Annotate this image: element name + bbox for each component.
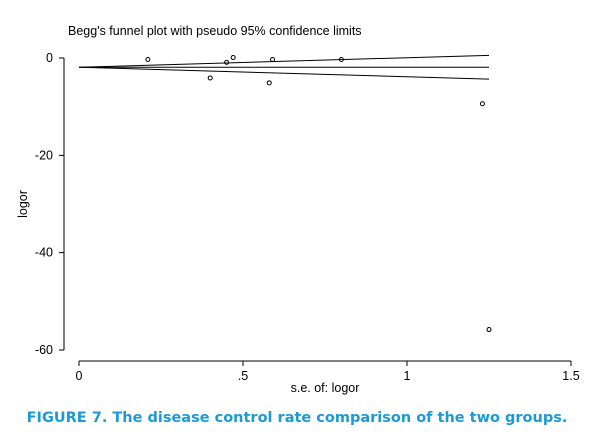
- study-point: [145, 56, 151, 62]
- funnel-plot: Begg's funnel plot with pseudo 95% confi…: [16, 24, 580, 395]
- x-tick-label: 0: [76, 369, 83, 383]
- lower-confidence-limit-line: [78, 66, 490, 80]
- y-tick-label: -60: [35, 343, 53, 357]
- y-tick-label: -20: [35, 148, 53, 162]
- study-point: [338, 56, 344, 62]
- study-point: [266, 80, 272, 86]
- x-tick-label: .5: [238, 369, 248, 383]
- x-axis-label: s.e. of: logor: [291, 381, 360, 395]
- x-tick-label: 1.5: [562, 369, 579, 383]
- y-tick-label: 0: [46, 51, 53, 65]
- chart-title: Begg's funnel plot with pseudo 95% confi…: [68, 24, 362, 38]
- study-point: [479, 101, 485, 107]
- figure-caption: FIGURE 7. The disease control rate compa…: [26, 410, 568, 426]
- plot-axes: 0 -20 -40 -60 0 .5 1 1.5: [35, 51, 580, 383]
- upper-confidence-limit-line: [78, 54, 490, 68]
- study-point: [270, 56, 276, 62]
- study-point: [207, 75, 213, 81]
- x-tick-label: 1: [404, 369, 411, 383]
- study-point: [230, 55, 236, 61]
- study-point: [486, 327, 492, 333]
- study-point: [224, 59, 230, 65]
- y-axis-label: logor: [16, 190, 30, 218]
- y-tick-label: -40: [35, 246, 53, 260]
- study-points: [145, 55, 492, 333]
- confidence-limit-lines: [78, 54, 490, 80]
